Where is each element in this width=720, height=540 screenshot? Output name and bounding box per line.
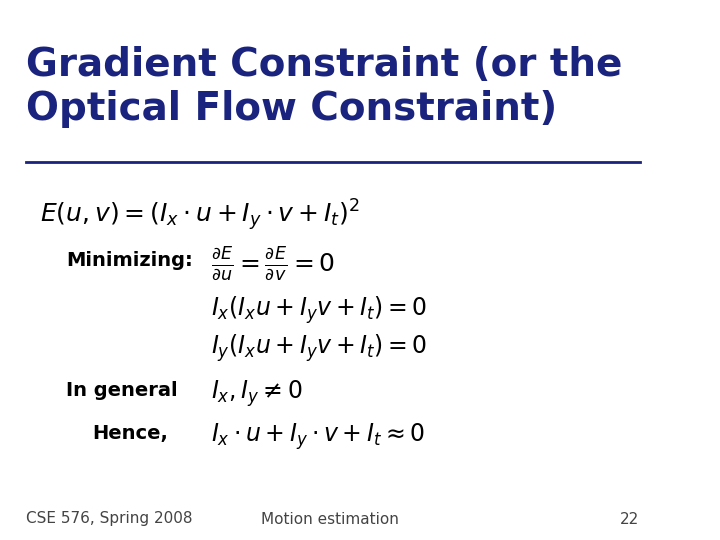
Text: CSE 576, Spring 2008: CSE 576, Spring 2008 (27, 511, 193, 526)
Text: $I_x, I_y \neq 0$: $I_x, I_y \neq 0$ (211, 378, 302, 409)
Text: $I_x \cdot u + I_y \cdot v + I_t \approx 0$: $I_x \cdot u + I_y \cdot v + I_t \approx… (211, 421, 425, 452)
Text: $\frac{\partial E}{\partial u} = \frac{\partial E}{\partial v} = 0$: $\frac{\partial E}{\partial u} = \frac{\… (211, 246, 335, 283)
Text: Motion estimation: Motion estimation (261, 511, 399, 526)
Text: $I_y(I_x u + I_y v + I_t) = 0$: $I_y(I_x u + I_y v + I_t) = 0$ (211, 332, 427, 364)
Text: $E(u,v) = (I_x \cdot u + I_y \cdot v + I_t)^2$: $E(u,v) = (I_x \cdot u + I_y \cdot v + I… (40, 197, 359, 233)
Text: Gradient Constraint (or the
Optical Flow Constraint): Gradient Constraint (or the Optical Flow… (27, 46, 623, 128)
Text: Minimizing:: Minimizing: (66, 251, 193, 270)
Text: In general: In general (66, 381, 178, 400)
Text: $I_x(I_x u + I_y v + I_t) = 0$: $I_x(I_x u + I_y v + I_t) = 0$ (211, 294, 427, 326)
Text: 22: 22 (620, 511, 639, 526)
Text: Hence,: Hence, (92, 424, 168, 443)
